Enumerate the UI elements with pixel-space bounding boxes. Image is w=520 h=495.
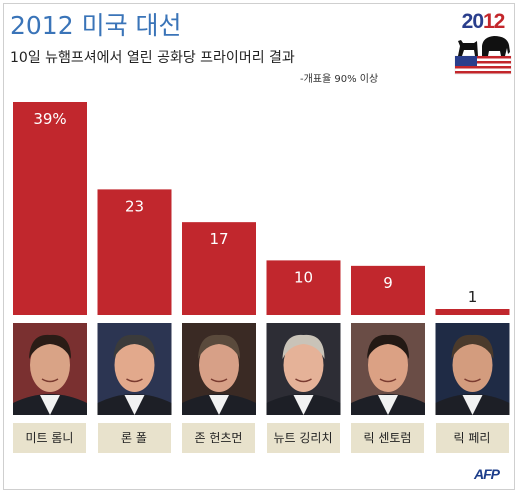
logo-year: 2012 (452, 10, 514, 34)
name-label-candidate-6: 릭 페리 (435, 423, 509, 453)
chart-frame (3, 3, 515, 490)
photo-candidate-4 (266, 323, 341, 415)
name-label-candidate-5: 릭 센토럼 (351, 423, 424, 453)
name-label-candidate-3: 존 헌츠먼 (182, 423, 255, 453)
bar-candidate-6 (435, 309, 510, 315)
chart-subtitle: 10일 뉴햄프셔에서 열린 공화당 프라이머리 결과 (10, 50, 295, 66)
photo-candidate-5 (351, 323, 425, 415)
logo-year-part2: 12 (483, 10, 505, 33)
value-label-candidate-4: 10 (294, 268, 313, 286)
photo-candidate-1 (13, 323, 87, 415)
value-label-candidate-6: 1 (468, 288, 478, 306)
candidate-photos-layer (13, 323, 510, 415)
value-label-candidate-3: 17 (209, 230, 228, 248)
value-label-candidate-5: 9 (383, 274, 393, 292)
photo-candidate-6 (435, 323, 510, 415)
bar-candidate-4 (266, 260, 341, 315)
photo-candidate-3 (182, 323, 256, 415)
counting-note: -개표율 90% 이상 (300, 74, 379, 85)
value-label-candidate-1: 39% (33, 110, 66, 128)
name-label-candidate-4: 뉴트 깅리치 (266, 423, 340, 453)
election-2012-logo: 2012 (452, 10, 514, 78)
donkey-elephant-flag-icon (454, 36, 512, 75)
chart-title: 2012 미국 대선 (10, 11, 182, 40)
bar-candidate-2 (97, 189, 172, 315)
bar-candidate-3 (182, 222, 256, 315)
photo-candidate-2 (97, 323, 172, 415)
afp-logo: AFP (474, 466, 500, 482)
name-label-candidate-1: 미트 롬니 (13, 423, 86, 453)
value-label-candidate-2: 23 (125, 197, 144, 215)
bar-candidate-1 (13, 102, 87, 315)
name-label-candidate-2: 론 폴 (97, 423, 171, 453)
bars-layer: 39% 23 17 10 9 1 (13, 102, 510, 315)
logo-year-part1: 20 (461, 10, 484, 33)
bar-candidate-5 (351, 265, 425, 315)
